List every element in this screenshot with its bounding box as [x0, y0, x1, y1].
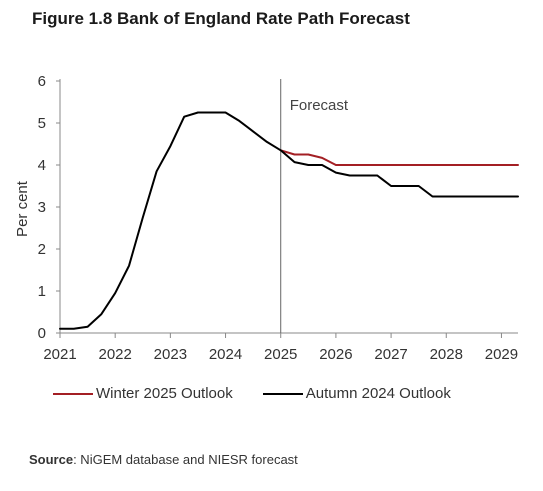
x-tick-label: 2025 — [264, 346, 297, 363]
series-line-autumn-2024 — [59, 111, 519, 330]
x-tick-label: 2022 — [98, 346, 131, 363]
legend-label-winter-2025: Winter 2025 Outlook — [96, 385, 233, 402]
forecast-label: Forecast — [290, 97, 349, 114]
source-note: Source: NiGEM database and NIESR forecas… — [29, 452, 298, 467]
chart-title: Figure 1.8 Bank of England Rate Path For… — [32, 9, 410, 28]
legend-label-autumn-2024: Autumn 2024 Outlook — [305, 385, 451, 402]
y-tick-label: 4 — [38, 157, 46, 174]
source-text: : NiGEM database and NIESR forecast — [73, 452, 298, 467]
x-tick-label: 2024 — [209, 346, 242, 363]
y-tick-label: 1 — [38, 283, 46, 300]
x-tick-label: 2027 — [374, 346, 407, 363]
x-tick-label: 2023 — [154, 346, 187, 363]
legend-item-winter-2025: Winter 2025 Outlook — [53, 385, 233, 402]
x-tick-label: 2026 — [319, 346, 352, 363]
legend-item-autumn-2024: Autumn 2024 Outlook — [262, 385, 451, 402]
y-tick-label: 5 — [38, 115, 46, 132]
y-tick-label: 2 — [38, 241, 46, 258]
y-tick-label: 0 — [38, 325, 46, 342]
legend-swatch-winter-2025 — [53, 392, 93, 395]
legend-swatch-autumn-2024 — [262, 392, 303, 395]
y-tick-label: 6 — [38, 73, 46, 90]
x-tick-label: 2029 — [485, 346, 518, 363]
series-layer — [59, 111, 519, 330]
chart-plot: 0 1 2 3 4 5 6 2021 2022 2023 2024 2025 2026 2027 2028 2… — [14, 73, 519, 363]
y-tick-label: 3 — [38, 199, 46, 216]
chart-legend: Winter 2025 Outlook Autumn 2024 Outlook — [53, 385, 451, 402]
series-line-winter-2025 — [279, 149, 519, 166]
source-label: Source — [29, 452, 74, 467]
y-axis-label: Per cent — [14, 180, 31, 237]
forecast-annotation: Forecast — [280, 79, 349, 333]
x-tick-label: 2028 — [430, 346, 463, 363]
x-tick-label: 2021 — [43, 346, 76, 363]
chart-axes: 0 1 2 3 4 5 6 2021 2022 2023 2024 2025 2026 2027 2028 2… — [14, 73, 518, 363]
